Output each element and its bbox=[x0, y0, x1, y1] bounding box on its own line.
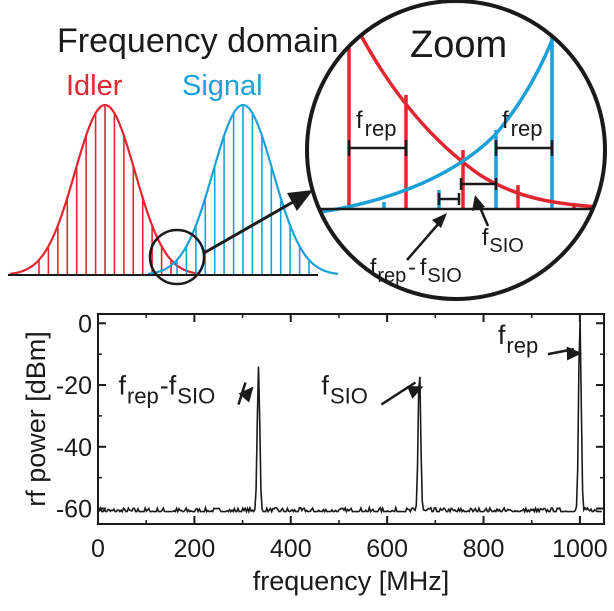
y-axis-label: rf power [dBm] bbox=[21, 331, 51, 507]
idler-comb bbox=[38, 105, 172, 275]
fsio-arrow-line bbox=[477, 204, 490, 227]
x-tick-label: 0 bbox=[91, 535, 105, 563]
fsio-label: fSIO bbox=[482, 224, 524, 257]
plot-frame bbox=[97, 313, 605, 525]
peak-arrow-head bbox=[566, 346, 582, 361]
frequency-domain-panel: Frequency domain Idler Signal Zoom bbox=[8, 0, 607, 301]
spectrum-trace bbox=[98, 320, 602, 515]
zoom-title: Zoom bbox=[410, 24, 507, 66]
y-axis-ticks: 0 -20 -40 -60 bbox=[56, 310, 604, 524]
zoom-pointer-arrowhead bbox=[287, 190, 313, 211]
fsio-arrow-head bbox=[472, 195, 485, 211]
frep-bracket-left bbox=[347, 140, 408, 156]
x-tick-label: 200 bbox=[174, 535, 216, 563]
peak-label: frep bbox=[498, 320, 538, 358]
zoom-bubble-outline bbox=[305, 0, 607, 301]
x-axis-ticks: 0 200 400 600 800 1000 bbox=[91, 314, 608, 563]
peak-annotations: frep-fSIO fSIO frep bbox=[118, 320, 582, 409]
zoom-bubble-fill bbox=[307, 1, 605, 299]
signal-label: Signal bbox=[182, 70, 263, 102]
idler-label: Idler bbox=[66, 70, 123, 102]
peak-label: frep-fSIO bbox=[118, 371, 215, 409]
frep-label-right: frep bbox=[502, 107, 542, 141]
x-tick-label: 1000 bbox=[552, 535, 608, 563]
x-tick-label: 400 bbox=[270, 535, 312, 563]
y-tick-label: -20 bbox=[56, 372, 92, 400]
rf-spectrum-chart: 0 200 400 600 800 1000 0 -20 -40 -60 frep-fSIO fS… bbox=[21, 310, 608, 596]
zoom-signal-envelope bbox=[307, 29, 558, 217]
y-tick-label: -60 bbox=[56, 496, 92, 524]
frep-bracket-right bbox=[494, 140, 554, 156]
y-tick-label: 0 bbox=[78, 310, 92, 338]
signal-envelope bbox=[147, 104, 339, 275]
peak-arrow-head bbox=[406, 386, 424, 399]
small-zoom-circle bbox=[148, 228, 206, 286]
zoom-pointer-line bbox=[203, 196, 301, 255]
panel-title: Frequency domain bbox=[57, 22, 339, 60]
diff-label: frep-fSIO bbox=[370, 254, 462, 287]
diff-bracket bbox=[437, 193, 461, 205]
diff-arrow-head bbox=[432, 213, 447, 228]
frep-label-left: frep bbox=[356, 107, 396, 141]
x-tick-label: 800 bbox=[463, 535, 505, 563]
y-tick-label: -40 bbox=[56, 434, 92, 462]
signal-comb bbox=[176, 105, 310, 275]
idler-envelope bbox=[9, 104, 201, 275]
peak-label: fSIO bbox=[321, 371, 367, 409]
x-axis-label: frequency [MHz] bbox=[253, 566, 450, 596]
zoom-idler-envelope bbox=[356, 29, 605, 210]
peak-arrow-head bbox=[238, 386, 254, 403]
diff-arrow-line bbox=[406, 221, 441, 261]
x-tick-label: 600 bbox=[366, 535, 408, 563]
fsio-bracket bbox=[459, 178, 498, 190]
